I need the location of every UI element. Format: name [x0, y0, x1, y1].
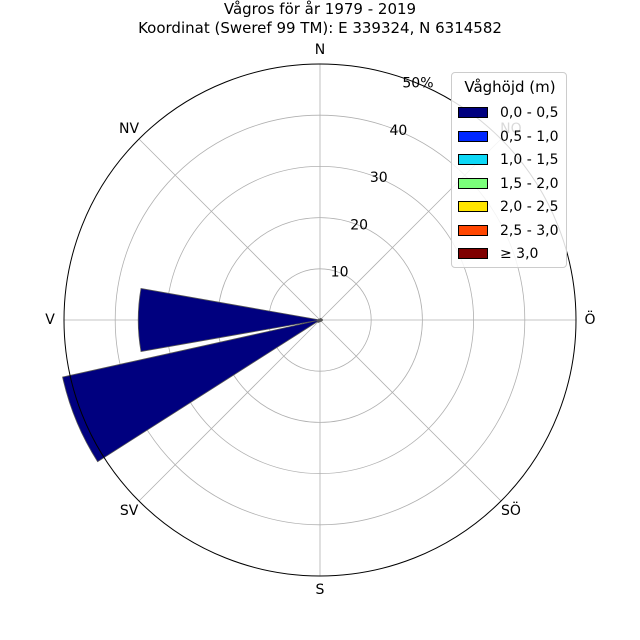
legend-item: 1,5 - 2,0 — [458, 174, 566, 194]
legend-swatch — [458, 130, 488, 142]
polar-grid — [64, 64, 576, 576]
legend-swatch — [458, 248, 488, 259]
direction-label-sö: SÖ — [501, 501, 521, 519]
direction-label-v: V — [45, 312, 55, 328]
sector-bar-247.5-bin-0 — [62, 319, 321, 463]
sector-bar-202.5-bin-0 — [318, 319, 321, 323]
legend-item: ≥ 3,0 — [458, 244, 566, 264]
legend-label: 0,0 - 0,5 — [500, 105, 559, 121]
direction-label-s: S — [316, 582, 325, 598]
direction-label-sv: SV — [120, 503, 139, 519]
legend-item: 2,0 - 2,5 — [458, 197, 566, 217]
legend-label: 1,5 - 2,0 — [500, 175, 559, 192]
legend-item: 0,5 - 1,0 — [458, 127, 566, 147]
outer-ring — [63, 63, 577, 577]
legend-swatch — [458, 107, 488, 118]
legend-label: 0,5 - 1,0 — [500, 128, 559, 145]
direction-label-n: N — [315, 42, 325, 58]
radial-tick-10: 10 — [331, 265, 349, 281]
legend-label: ≥ 3,0 — [500, 246, 539, 262]
radial-tick-30: 30 — [370, 170, 388, 186]
legend-swatch — [458, 201, 488, 212]
direction-label-nv: NV — [119, 121, 139, 137]
sector-bars — [62, 287, 323, 463]
legend-title: Våghöjd (m) — [464, 78, 556, 96]
legend-label: 2,0 - 2,5 — [500, 199, 559, 215]
legend: Våghöjd (m) 0,0 - 0,5 0,5 - 1,0 1,0 - 1,5 1… — [451, 72, 567, 268]
legend-item: 2,5 - 3,0 — [458, 221, 566, 241]
legend-label: 2,5 - 3,0 — [500, 222, 559, 239]
legend-item: 1,0 - 1,5 — [458, 150, 566, 170]
direction-label-ö: Ö — [584, 310, 595, 328]
legend-item: 0,0 - 0,5 — [458, 103, 566, 123]
sector-bar-270-bin-0 — [137, 287, 321, 353]
chart-subtitle: Koordinat (Sweref 99 TM): E 339324, N 63… — [138, 19, 502, 37]
legend-swatch — [458, 224, 488, 236]
legend-swatch — [458, 177, 488, 189]
radial-tick-50: 50% — [402, 75, 433, 91]
grid-spoke-sv — [138, 319, 321, 502]
radial-tick-labels: 10 20 30 40 50% — [331, 75, 434, 280]
radial-tick-20: 20 — [350, 217, 368, 233]
grid-spoke-nv — [138, 138, 321, 321]
legend-swatch — [458, 154, 488, 165]
radial-tick-40: 40 — [389, 123, 407, 139]
grid-spoke-sö — [319, 319, 502, 502]
chart-title: Vågros för år 1979 - 2019 — [223, 0, 417, 18]
legend-label: 1,0 - 1,5 — [500, 152, 559, 168]
